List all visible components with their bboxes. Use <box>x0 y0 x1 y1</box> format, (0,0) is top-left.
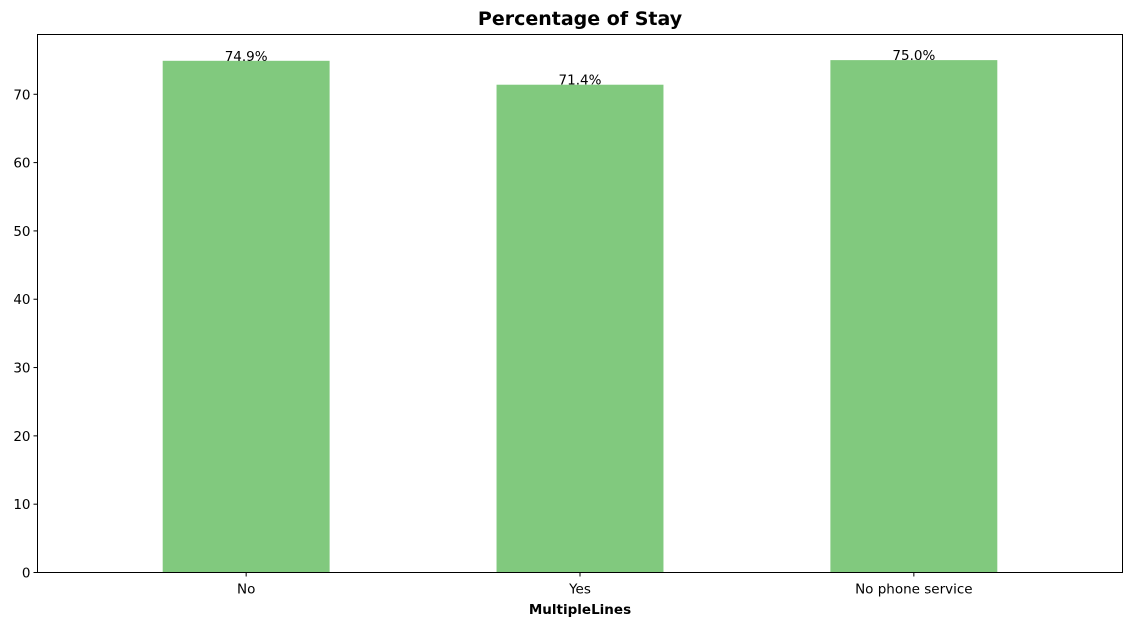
x-axis-label: MultipleLines <box>529 602 631 618</box>
y-tick-label: 40 <box>13 292 30 308</box>
y-tick-label: 10 <box>13 497 30 513</box>
plot-frame <box>37 34 1123 573</box>
data-label: 71.4% <box>559 73 602 89</box>
data-label: 75.0% <box>892 48 935 64</box>
bar <box>496 84 664 573</box>
y-axis: 0 10 20 30 40 50 60 70 <box>13 87 38 582</box>
x-axis: No Yes No phone service <box>237 572 973 598</box>
bars <box>162 60 998 573</box>
data-labels: 74.9% 71.4% 75.0% <box>225 48 936 89</box>
y-tick-label: 60 <box>13 156 30 172</box>
x-tick-label: No <box>237 582 255 598</box>
y-tick-label: 70 <box>13 87 30 103</box>
y-tick-label: 30 <box>13 361 30 377</box>
chart-title: Percentage of Stay <box>478 8 683 30</box>
bar <box>830 60 998 573</box>
x-tick-label: Yes <box>568 582 591 598</box>
y-tick-label: 20 <box>13 429 30 445</box>
x-tick-label: No phone service <box>855 582 973 598</box>
y-tick-label: 50 <box>13 224 30 240</box>
y-tick-label: 0 <box>22 566 31 582</box>
bar <box>162 60 330 573</box>
data-label: 74.9% <box>225 49 268 65</box>
